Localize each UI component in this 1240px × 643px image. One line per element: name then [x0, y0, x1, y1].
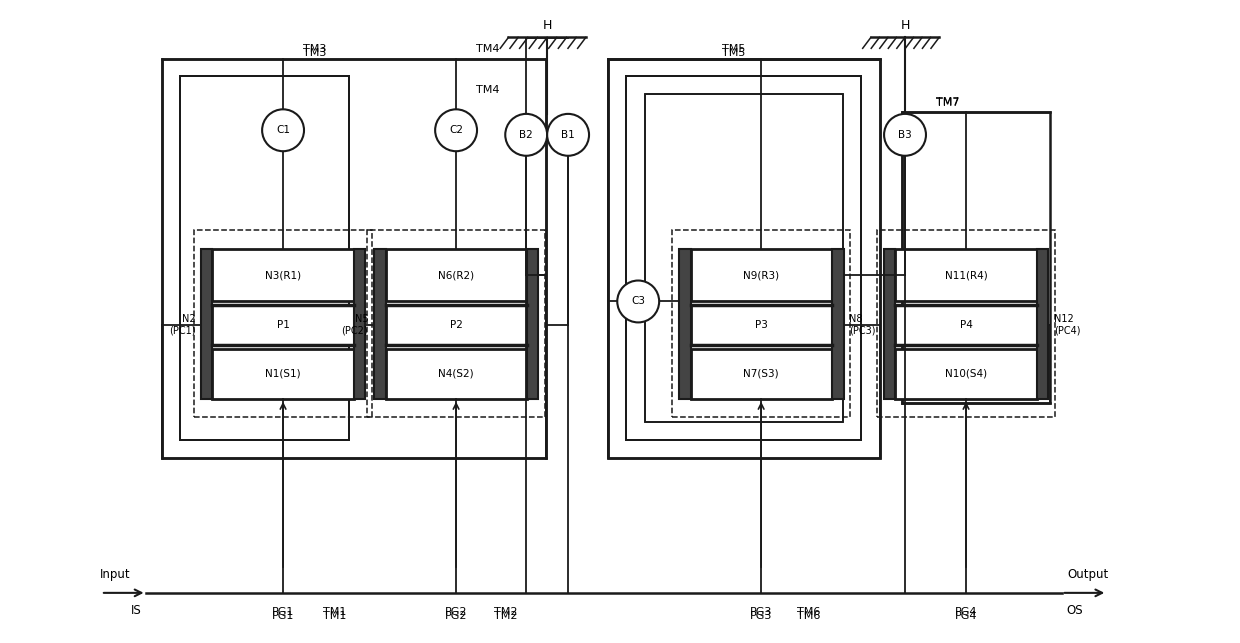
Text: PG1: PG1	[272, 611, 294, 621]
Text: TM7: TM7	[936, 98, 960, 109]
Text: IS: IS	[131, 604, 141, 617]
Bar	[626, 76, 862, 440]
Circle shape	[435, 109, 477, 151]
Circle shape	[884, 114, 926, 156]
Bar	[162, 59, 547, 458]
Bar	[672, 230, 849, 417]
Text: N2
(PC1): N2 (PC1)	[169, 314, 195, 336]
Text: P3: P3	[755, 320, 768, 330]
Text: TM3: TM3	[304, 44, 326, 54]
Bar	[367, 230, 544, 417]
Text: P4: P4	[960, 320, 972, 330]
Text: C3: C3	[631, 296, 645, 307]
Circle shape	[505, 114, 547, 156]
Text: P1: P1	[277, 320, 289, 330]
Bar	[527, 249, 538, 399]
Bar	[895, 305, 1037, 345]
Text: PG1: PG1	[272, 606, 294, 617]
Bar	[626, 76, 862, 440]
Bar	[903, 112, 1050, 403]
Text: TM6: TM6	[797, 606, 820, 617]
Text: C1: C1	[277, 125, 290, 135]
Bar	[691, 249, 832, 302]
Bar	[373, 249, 386, 399]
Text: TM7: TM7	[936, 96, 960, 107]
Text: H: H	[900, 19, 910, 32]
Circle shape	[618, 280, 660, 322]
Circle shape	[262, 109, 304, 151]
Text: B3: B3	[898, 130, 911, 140]
Circle shape	[547, 114, 589, 156]
Bar	[386, 305, 527, 345]
Bar	[212, 305, 353, 345]
Bar	[180, 76, 348, 440]
Bar	[884, 249, 895, 399]
Text: N3(R1): N3(R1)	[265, 270, 301, 280]
Text: PG3: PG3	[750, 606, 773, 617]
Text: PG2: PG2	[445, 606, 467, 617]
Text: PG4: PG4	[955, 606, 977, 617]
Text: PG3: PG3	[750, 611, 773, 621]
Bar	[895, 349, 1037, 399]
Text: C2: C2	[449, 125, 463, 135]
Text: Output: Output	[1068, 568, 1109, 581]
Bar	[608, 59, 879, 458]
Text: TM5: TM5	[722, 44, 745, 54]
Text: N12
(PC4): N12 (PC4)	[1054, 314, 1080, 336]
Bar	[691, 305, 832, 345]
Text: PG4: PG4	[955, 611, 977, 621]
Bar	[195, 230, 372, 417]
Bar	[691, 349, 832, 399]
Text: TM4: TM4	[476, 85, 500, 95]
Text: H: H	[542, 19, 552, 32]
Bar	[386, 349, 527, 399]
Text: B2: B2	[520, 130, 533, 140]
Text: B1: B1	[562, 130, 575, 140]
Text: TM2: TM2	[495, 606, 518, 617]
Text: TM1: TM1	[324, 611, 347, 621]
Bar	[895, 249, 1037, 302]
Text: TM6: TM6	[797, 611, 820, 621]
Text: N10(S4): N10(S4)	[945, 369, 987, 379]
Text: N4(S2): N4(S2)	[438, 369, 474, 379]
Bar	[212, 249, 353, 302]
Text: N7(S3): N7(S3)	[743, 369, 779, 379]
Text: TM3: TM3	[304, 48, 326, 59]
Text: N9(R3): N9(R3)	[743, 270, 779, 280]
Text: N8
(PC3): N8 (PC3)	[849, 314, 875, 336]
Bar	[645, 94, 843, 422]
Bar	[608, 59, 879, 458]
Bar	[678, 249, 691, 399]
Text: N1(S1): N1(S1)	[265, 369, 301, 379]
Bar	[201, 249, 212, 399]
Bar	[353, 249, 366, 399]
Bar	[645, 94, 843, 422]
Bar	[877, 230, 1055, 417]
Bar	[212, 349, 353, 399]
Text: N11(R4): N11(R4)	[945, 270, 987, 280]
Bar	[386, 249, 527, 302]
Bar	[832, 249, 843, 399]
Text: OS: OS	[1066, 604, 1083, 617]
Text: TM1: TM1	[324, 606, 347, 617]
Text: N5
(PC2): N5 (PC2)	[341, 314, 368, 336]
Text: Input: Input	[100, 568, 130, 581]
Text: N6(R2): N6(R2)	[438, 270, 474, 280]
Text: P2: P2	[450, 320, 463, 330]
Bar	[1037, 249, 1049, 399]
Text: PG2: PG2	[445, 611, 467, 621]
Text: TM2: TM2	[495, 611, 518, 621]
Text: TM4: TM4	[476, 44, 500, 54]
Text: TM5: TM5	[722, 48, 745, 59]
